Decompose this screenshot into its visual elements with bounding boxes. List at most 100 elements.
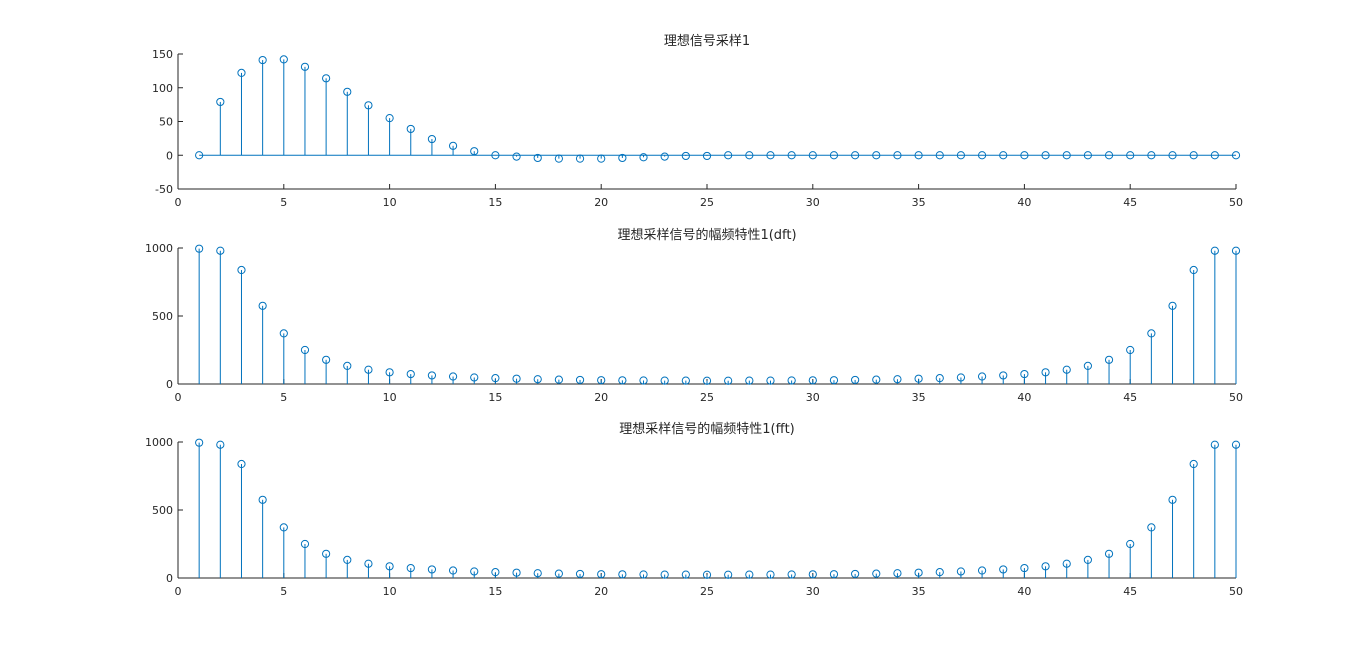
x-tick-label: 35 [912,391,926,404]
stem-marker [639,376,648,385]
stem-marker [851,151,860,160]
stem-marker [660,376,669,385]
stem-marker [724,376,733,385]
stem-marker [935,374,944,383]
stem-marker [1126,151,1135,160]
x-tick-label: 45 [1123,391,1137,404]
stem-marker [1231,151,1241,160]
stem-marker [597,376,606,385]
stem-marker [258,55,267,65]
stem-marker [956,567,966,576]
x-tick-label: 50 [1229,585,1243,598]
x-tick-label: 45 [1123,585,1137,598]
y-tick-label: 500 [152,310,173,323]
stem-marker [829,376,839,385]
stem-marker [618,376,627,385]
stem-marker [914,151,923,160]
stem-marker [533,569,542,578]
stem-marker [829,151,839,160]
stem-marker [364,559,373,568]
stem-marker [935,568,944,577]
x-tick-label: 0 [175,196,182,209]
stem-marker [279,329,288,338]
stem-marker [999,151,1008,160]
stem-marker [491,151,500,160]
stem-marker [681,570,690,579]
x-tick-label: 15 [488,585,502,598]
x-tick-label: 50 [1229,196,1243,209]
stem-marker [872,569,881,578]
x-tick-label: 10 [383,391,397,404]
stem-marker [491,568,500,577]
stem-marker [1062,151,1071,160]
x-tick-label: 40 [1017,196,1031,209]
stem-marker [1104,549,1114,558]
stem-marker [1231,440,1241,449]
stem-marker [724,570,733,579]
stem-marker [618,570,627,579]
chart-title: 理想采样信号的幅频特性1(dft) [617,227,796,243]
x-tick-label: 35 [912,585,926,598]
stem-marker [216,246,225,255]
stem-marker [787,376,796,385]
x-tick-label: 5 [280,391,287,404]
stem-marker [427,134,437,144]
stem-marker [829,570,839,579]
stem-marker [470,567,479,576]
stem-marker [448,566,458,575]
stem-marker [300,62,310,71]
stem-marker [745,376,754,385]
stem-marker [195,244,204,253]
stem-marker [893,151,902,160]
stem-marker [195,438,204,447]
stem-marker [1062,559,1071,568]
stem-marker [1041,151,1050,160]
stem-marker [1062,365,1071,374]
stem-marker [724,151,733,160]
stem-marker [1168,495,1177,504]
x-tick-label: 30 [806,391,820,404]
stem-marker [681,376,690,385]
stem-marker [1189,151,1198,160]
x-tick-label: 30 [806,196,820,209]
stem-marker [427,565,437,574]
stem-marker [195,151,204,160]
stem-marker [322,549,331,558]
x-tick-label: 40 [1017,391,1031,404]
stem-marker [1210,440,1219,449]
stem-marker [385,368,394,377]
subplot-2: 0 5 10 15 20 25 30 35 40 45 5005001000理想采样信号的幅频特性1… [145,227,1243,404]
stem-marker [427,371,437,380]
stem-marker [216,97,225,107]
stem-marker [597,570,606,579]
stem-marker [787,570,796,579]
stem-marker [512,152,521,161]
stem-marker [237,265,246,275]
stem-marker [702,376,712,385]
stem-marker [914,568,923,577]
y-tick-label: 500 [152,504,173,517]
stem-marker [1041,562,1050,571]
stem-marker [1041,368,1050,377]
stem-marker [533,153,542,163]
stem-marker [1020,563,1029,573]
stem-marker [1210,246,1219,255]
x-tick-label: 50 [1229,391,1243,404]
stem-marker [470,373,479,382]
stem-marker [470,147,479,156]
stem-marker [702,570,712,579]
stem-marker [660,152,669,161]
stem-marker [851,375,860,385]
stem-marker [745,151,754,160]
x-tick-label: 0 [175,585,182,598]
stem-marker [766,570,775,579]
stem-marker [618,153,627,163]
x-tick-label: 20 [594,196,608,209]
stem-marker [216,440,225,449]
stem-marker [999,371,1008,380]
chart-title: 理想信号采样1 [664,33,750,49]
stem-marker [1083,361,1092,371]
stem-marker [1020,151,1029,160]
y-tick-label: 1000 [145,242,173,255]
